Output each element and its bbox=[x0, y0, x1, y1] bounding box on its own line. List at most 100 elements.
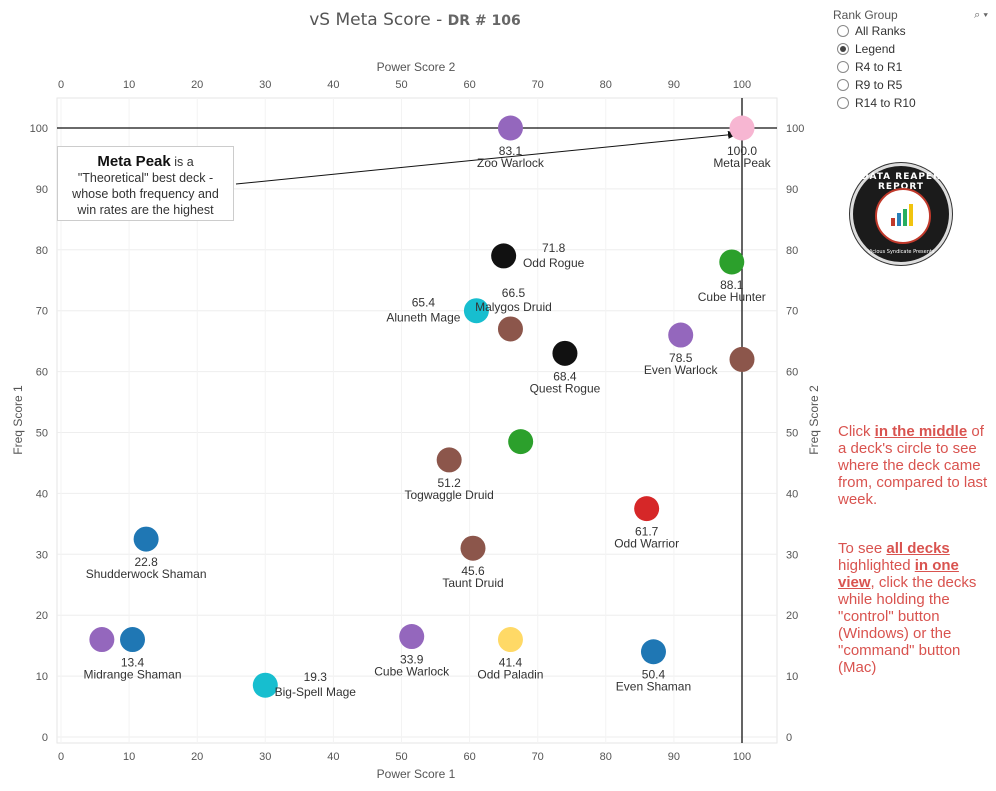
y-tick-label-right: 70 bbox=[786, 306, 798, 318]
y-tick-label-left: 10 bbox=[36, 671, 48, 683]
filter-option-label: R14 to R10 bbox=[855, 96, 916, 110]
deck-name-label: Quest Rogue bbox=[530, 381, 601, 395]
deck-score-label: 61.7 bbox=[635, 525, 659, 539]
y-tick-label-right: 90 bbox=[786, 184, 798, 196]
deck-name-label: Shudderwock Shaman bbox=[86, 567, 207, 581]
x-tick-label-top: 60 bbox=[463, 79, 475, 91]
x-tick-label-top: 90 bbox=[668, 79, 680, 91]
deck-score-label: 66.5 bbox=[502, 286, 526, 300]
note2-mid: highlighted bbox=[838, 557, 915, 574]
chevron-down-icon[interactable]: ▾ bbox=[983, 8, 988, 21]
x-tick-label-top: 100 bbox=[733, 79, 751, 91]
deck-name-label: Taunt Druid bbox=[442, 576, 503, 590]
x-tick-label-top: 40 bbox=[327, 79, 339, 91]
scatter-chart: 0 0 10 10 20 20 30 30 40 40 50 50 60 60 70 70 80 80 90 90 10… bbox=[11, 60, 821, 781]
deck-name-label: Meta Peak bbox=[713, 156, 771, 170]
deck-point bbox=[252, 672, 278, 698]
y-tick-label-left: 30 bbox=[36, 549, 48, 561]
deck-point bbox=[729, 115, 755, 141]
deck-name-label: Even Shaman bbox=[616, 680, 691, 694]
page-title: vS Meta Score - DR # 106 bbox=[0, 10, 830, 30]
filter-option-r9-r5[interactable]: R9 to R5 bbox=[833, 76, 988, 94]
deck-name-label: Cube Warlock bbox=[374, 665, 450, 679]
bar-chart-icon bbox=[891, 204, 913, 226]
filter-option-label: R9 to R5 bbox=[855, 78, 903, 92]
deck-name-label: Aluneth Mage bbox=[386, 311, 460, 325]
deck-score-label: 65.4 bbox=[412, 296, 436, 310]
x-axis-title-bottom: Power Score 1 bbox=[377, 767, 456, 781]
y-tick-label-right: 0 bbox=[786, 732, 792, 744]
filter-option-all-ranks[interactable]: All Ranks bbox=[833, 22, 988, 40]
deck-score-label: 88.1 bbox=[720, 278, 744, 292]
x-tick-label-bottom: 70 bbox=[532, 751, 544, 763]
radio-icon[interactable] bbox=[837, 61, 849, 73]
radio-icon[interactable] bbox=[837, 25, 849, 37]
deck-point bbox=[640, 639, 666, 665]
deck-point bbox=[497, 627, 523, 653]
radio-icon[interactable] bbox=[837, 79, 849, 91]
filter-tools: ⌕ ▾ bbox=[974, 9, 988, 22]
deck-point bbox=[497, 316, 523, 342]
search-icon[interactable]: ⌕ bbox=[974, 8, 981, 21]
deck-point bbox=[120, 627, 146, 653]
deck-name-label: Odd Warrior bbox=[614, 537, 679, 551]
filter-title: Rank Group bbox=[833, 8, 898, 22]
filter-option-label: Legend bbox=[855, 42, 896, 56]
deck-score-label: 13.4 bbox=[121, 656, 145, 670]
logo-text: DATA REAPER REPORT bbox=[861, 172, 941, 192]
radio-icon[interactable] bbox=[837, 97, 849, 109]
deck-point bbox=[436, 447, 462, 473]
deck-name-label: Malygos Druid bbox=[475, 300, 552, 314]
deck-name-label: Even Warlock bbox=[644, 363, 719, 377]
filter-option-legend[interactable]: Legend bbox=[833, 40, 988, 58]
x-tick-label-bottom: 60 bbox=[463, 751, 475, 763]
filter-option-r4-r1[interactable]: R4 to R1 bbox=[833, 58, 988, 76]
deck-score-label: 41.4 bbox=[499, 656, 523, 670]
plot-area bbox=[56, 97, 778, 744]
deck-point bbox=[460, 535, 486, 561]
y-tick-label-left: 20 bbox=[36, 610, 48, 622]
x-tick-label-bottom: 50 bbox=[395, 751, 407, 763]
x-tick-label-bottom: 0 bbox=[58, 751, 64, 763]
title-main: vS Meta Score - bbox=[309, 10, 448, 30]
deck-point bbox=[508, 429, 534, 455]
x-tick-label-bottom: 40 bbox=[327, 751, 339, 763]
note2-bold2: in one view bbox=[838, 557, 959, 591]
filter-option-label: R4 to R1 bbox=[855, 60, 903, 74]
y-tick-label-left: 100 bbox=[30, 123, 48, 135]
deck-point bbox=[399, 624, 425, 650]
x-tick-label-top: 70 bbox=[532, 79, 544, 91]
deck-score-label: 100.0 bbox=[727, 144, 757, 158]
deck-point bbox=[491, 243, 517, 269]
x-tick-label-top: 80 bbox=[600, 79, 612, 91]
annotation-line1: is a bbox=[170, 155, 194, 169]
y-tick-label-right: 100 bbox=[786, 123, 804, 135]
x-tick-label-top: 20 bbox=[191, 79, 203, 91]
deck-score-label: 78.5 bbox=[669, 351, 693, 365]
y-tick-label-left: 80 bbox=[36, 245, 48, 257]
annotation-line2: "Theoretical" best deck - bbox=[77, 171, 214, 185]
deck-score-label: 71.8 bbox=[542, 241, 566, 255]
note1-bold: in the middle bbox=[874, 423, 968, 440]
note1-suffix: of a deck's circle to see where the deck… bbox=[838, 423, 988, 508]
x-tick-label-top: 30 bbox=[259, 79, 271, 91]
data-reaper-logo: DATA REAPER REPORT Vicious Syndicate Pre… bbox=[850, 163, 952, 265]
meta-peak-arrow bbox=[235, 130, 738, 185]
deck-name-label: Odd Paladin bbox=[477, 668, 543, 682]
y-tick-label-right: 10 bbox=[786, 671, 798, 683]
y-tick-label-right: 80 bbox=[786, 245, 798, 257]
y-tick-label-left: 50 bbox=[36, 428, 48, 440]
filter-header: Rank Group ⌕ ▾ bbox=[833, 8, 988, 22]
deck-name-label: Midrange Shaman bbox=[83, 668, 181, 682]
annotation-bold: Meta Peak bbox=[97, 153, 171, 170]
note2-prefix: To see bbox=[838, 540, 887, 557]
radio-selected-icon[interactable] bbox=[837, 43, 849, 55]
instruction-click-middle: Click in the middle of a deck's circle t… bbox=[838, 423, 988, 508]
deck-point bbox=[634, 496, 660, 522]
deck-name-label: Zoo Warlock bbox=[477, 156, 545, 170]
filter-option-r14-r10[interactable]: R14 to R10 bbox=[833, 94, 988, 112]
deck-score-label: 33.9 bbox=[400, 653, 424, 667]
x-tick-label-bottom: 80 bbox=[600, 751, 612, 763]
deck-score-label: 45.6 bbox=[461, 564, 485, 578]
x-tick-label-bottom: 20 bbox=[191, 751, 203, 763]
